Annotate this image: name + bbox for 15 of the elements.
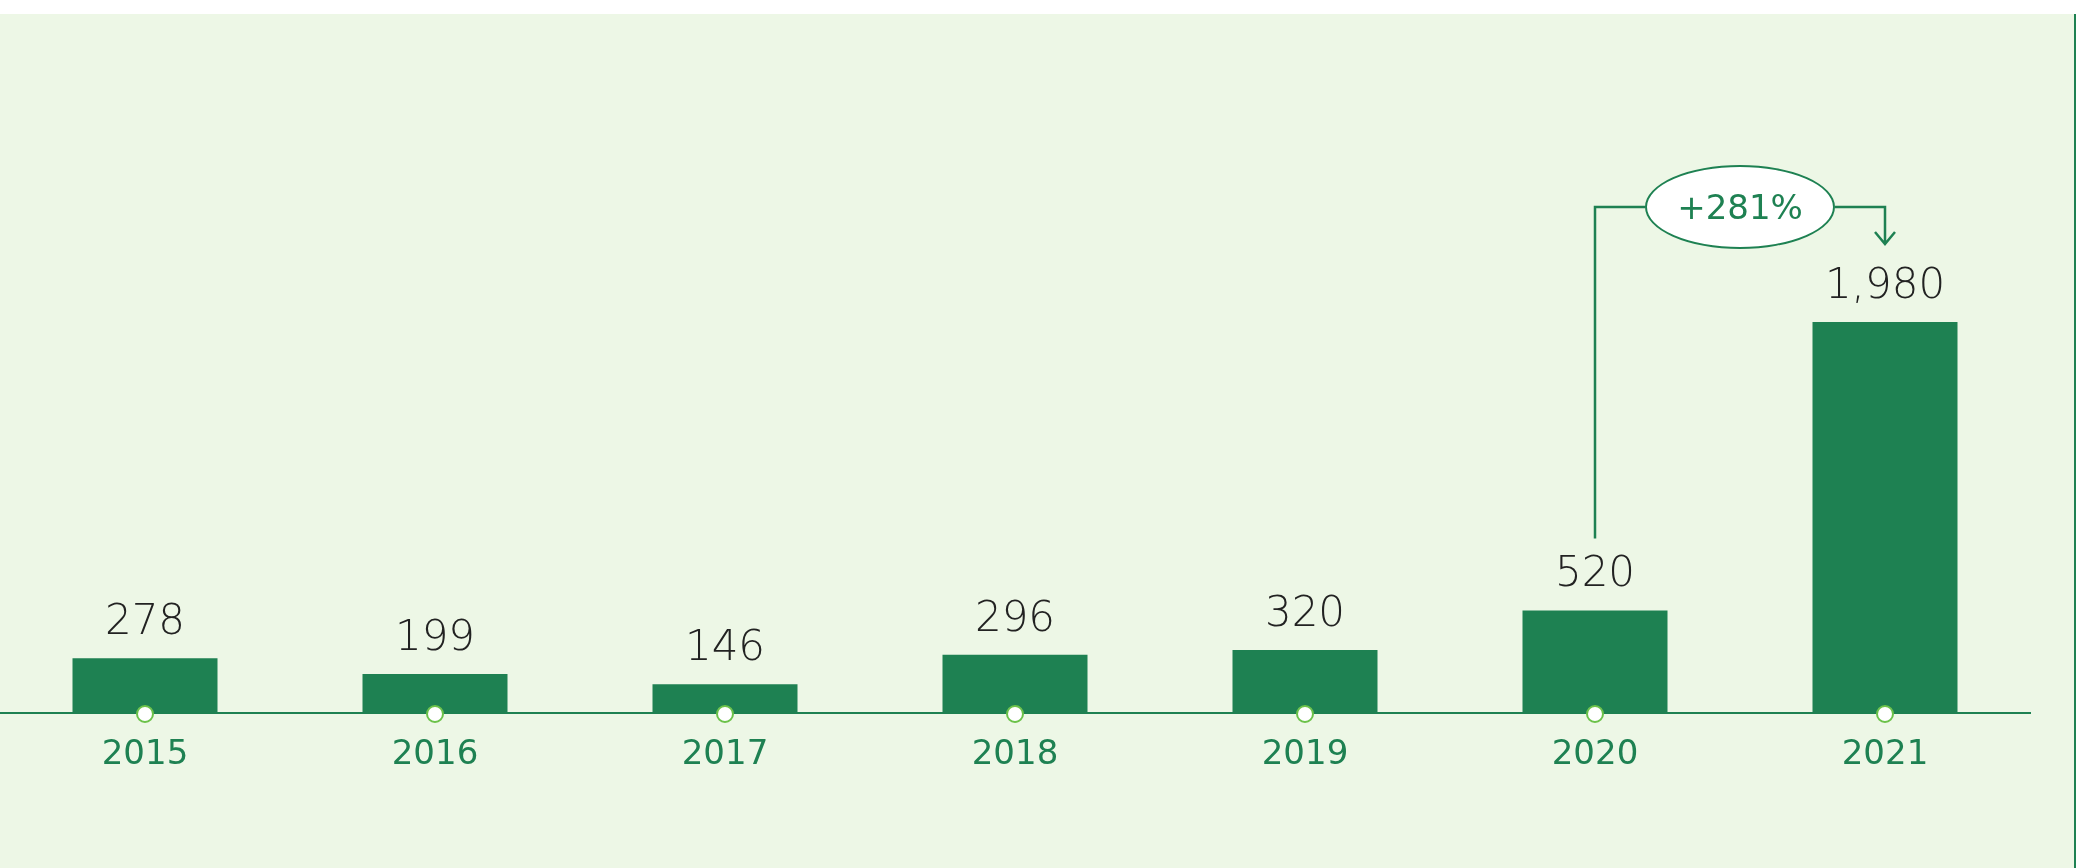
- x-tick-label: 2019: [1261, 732, 1349, 773]
- data-label: 320: [1264, 586, 1346, 636]
- x-tick-label: 2016: [391, 732, 479, 773]
- x-tick-label: 2015: [101, 732, 189, 773]
- text: +281%: [1645, 165, 1835, 249]
- data-label: 1,980: [1824, 258, 1946, 308]
- data-label: 146: [684, 621, 766, 671]
- x-tick-label: 2017: [681, 732, 769, 773]
- x-tick-label: 2021: [1841, 732, 1929, 773]
- data-label: 520: [1554, 547, 1636, 597]
- data-label: 296: [974, 591, 1056, 641]
- data-label: 199: [394, 610, 476, 660]
- data-label: 278: [104, 595, 186, 645]
- x-tick-label: 2018: [971, 732, 1059, 773]
- x-tick-label: 2020: [1551, 732, 1639, 773]
